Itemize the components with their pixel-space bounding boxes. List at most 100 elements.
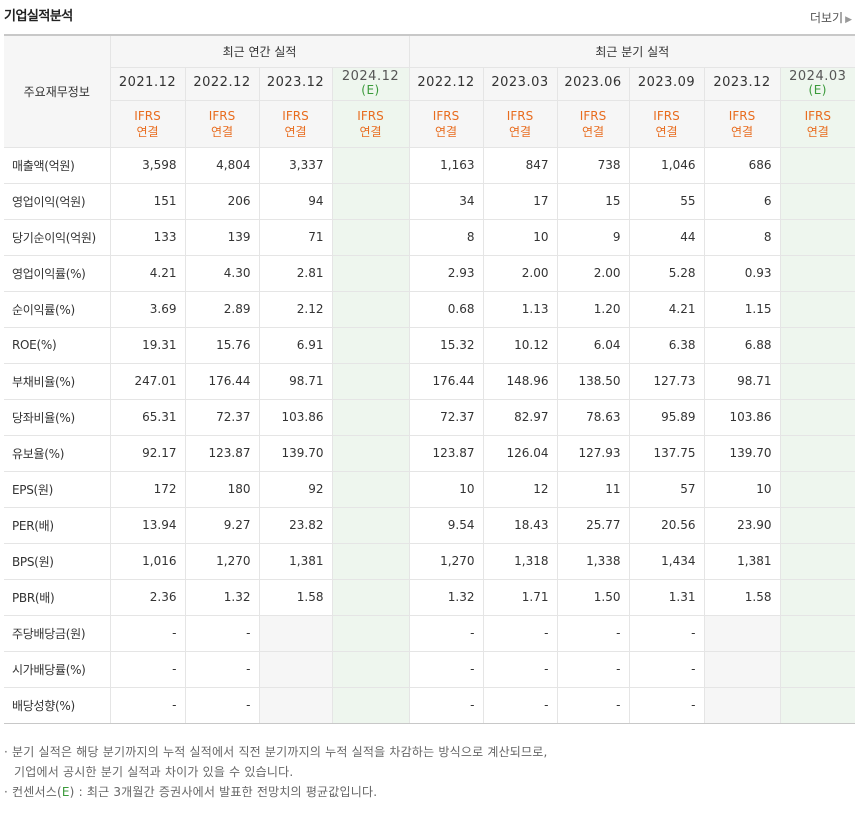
table-cell: 1,381 xyxy=(703,542,781,580)
period-header-row: 2021.12 2022.12 2023.12 2024.12 (E) 2022.12 20… xyxy=(4,66,856,101)
row-label: 영업이익률(%) xyxy=(4,254,111,292)
table-row: BPS(원) 1,016 1,270 1,381 1,270 1,318 1,338 1,43… xyxy=(4,542,856,580)
table-cell: 133 xyxy=(109,218,186,256)
table-cell: 1,318 xyxy=(482,542,558,580)
table-cell: 92.17 xyxy=(109,434,186,472)
ifrs-label: IFRS 연결 xyxy=(331,99,410,148)
table-cell xyxy=(331,578,410,616)
more-link[interactable]: 더보기 ▶ xyxy=(810,9,852,26)
table-cell: 126.04 xyxy=(482,434,558,472)
table-cell: 44 xyxy=(628,218,705,256)
table-row: 매출액(억원) 3,598 4,804 3,337 1,163 847 738 1,046 68… xyxy=(4,146,856,184)
table-cell xyxy=(331,506,410,544)
table-cell: 137.75 xyxy=(628,434,705,472)
table-cell: 5.28 xyxy=(628,254,705,292)
ifrs-label: IFRS 연결 xyxy=(556,99,630,148)
table-cell: - xyxy=(482,650,558,688)
table-cell xyxy=(779,218,856,256)
table-cell: 10 xyxy=(703,470,781,508)
table-cell: 3,337 xyxy=(258,146,333,184)
table-cell: 139.70 xyxy=(703,434,781,472)
table-cell: 3,598 xyxy=(109,146,186,184)
table-cell: 72.37 xyxy=(184,398,260,436)
table-cell xyxy=(331,470,410,508)
table-cell: 1,016 xyxy=(109,542,186,580)
table-cell: - xyxy=(556,614,630,652)
table-cell xyxy=(331,182,410,220)
row-label: ROE(%) xyxy=(4,326,111,364)
row-label: 당기순이익(억원) xyxy=(4,218,111,256)
table-cell: - xyxy=(109,686,186,724)
table-cell: 1.20 xyxy=(556,290,630,328)
table-row: 시가배당률(%) - - - - - - xyxy=(4,650,856,688)
row-label: EPS(원) xyxy=(4,470,111,508)
table-cell: 15.32 xyxy=(408,326,484,364)
table-cell: 138.50 xyxy=(556,362,630,400)
section-header: 기업실적분석 더보기 ▶ xyxy=(0,0,856,34)
table-cell: 1,270 xyxy=(184,542,260,580)
table-cell: 1.15 xyxy=(703,290,781,328)
period-header: 2023.12 xyxy=(703,66,781,101)
table-cell: 8 xyxy=(408,218,484,256)
table-cell: 1.31 xyxy=(628,578,705,616)
table-cell: 2.00 xyxy=(482,254,558,292)
table-cell: 2.36 xyxy=(109,578,186,616)
table-cell: 2.81 xyxy=(258,254,333,292)
table-cell: 123.87 xyxy=(408,434,484,472)
table-cell xyxy=(779,182,856,220)
table-cell: 6.91 xyxy=(258,326,333,364)
table-cell: 1,270 xyxy=(408,542,484,580)
table-cell: 738 xyxy=(556,146,630,184)
ifrs-label: IFRS 연결 xyxy=(258,99,333,148)
group-header-annual: 최근 연간 실적 xyxy=(109,34,410,68)
table-cell: 1.50 xyxy=(556,578,630,616)
table-cell: 123.87 xyxy=(184,434,260,472)
table-row: 영업이익(억원) 151 206 94 34 17 15 55 6 xyxy=(4,182,856,220)
table-cell xyxy=(258,614,333,652)
row-label: PER(배) xyxy=(4,506,111,544)
table-cell: - xyxy=(556,686,630,724)
table-cell xyxy=(331,218,410,256)
table-cell xyxy=(779,362,856,400)
more-label[interactable]: 더보기 xyxy=(809,11,844,25)
table-cell: 151 xyxy=(109,182,186,220)
ifrs-label: IFRS 연결 xyxy=(628,99,705,148)
table-cell xyxy=(258,686,333,724)
table-cell: 98.71 xyxy=(258,362,333,400)
table-cell: 72.37 xyxy=(408,398,484,436)
row-label: 매출액(억원) xyxy=(4,146,111,184)
table-cell: - xyxy=(184,614,260,652)
table-row: 영업이익률(%) 4.21 4.30 2.81 2.93 2.00 2.00 5.28 0.93 xyxy=(4,254,856,292)
table-row: ROE(%) 19.31 15.76 6.91 15.32 10.12 6.04 6.38 6.… xyxy=(4,326,856,364)
row-label: 유보율(%) xyxy=(4,434,111,472)
ifrs-label: IFRS 연결 xyxy=(703,99,781,148)
table-cell: 34 xyxy=(408,182,484,220)
table-cell: 57 xyxy=(628,470,705,508)
table-cell xyxy=(331,434,410,472)
table-cell: 4.21 xyxy=(109,254,186,292)
estimate-mark: E xyxy=(61,785,70,799)
ifrs-label: IFRS 연결 xyxy=(779,99,856,148)
table-cell: 9.54 xyxy=(408,506,484,544)
table-cell: 206 xyxy=(184,182,260,220)
table-cell: 23.90 xyxy=(703,506,781,544)
table-cell: - xyxy=(628,686,705,724)
table-cell: 19.31 xyxy=(109,326,186,364)
table-cell: 6.88 xyxy=(703,326,781,364)
table-row: 유보율(%) 92.17 123.87 139.70 123.87 126.04 127.9… xyxy=(4,434,856,472)
period-header: 2023.09 xyxy=(628,66,705,101)
table-cell: 20.56 xyxy=(628,506,705,544)
table-cell xyxy=(779,650,856,688)
table-cell: 1,163 xyxy=(408,146,484,184)
ifrs-label: IFRS 연결 xyxy=(184,99,260,148)
table-cell: 6 xyxy=(703,182,781,220)
row-label: 시가배당률(%) xyxy=(4,650,111,688)
table-cell: 1,381 xyxy=(258,542,333,580)
table-cell xyxy=(331,362,410,400)
table-cell: 103.86 xyxy=(258,398,333,436)
table-cell xyxy=(331,542,410,580)
period-header: 2024.03 (E) xyxy=(779,66,856,101)
table-cell: 12 xyxy=(482,470,558,508)
group-header-quarterly: 최근 분기 실적 xyxy=(408,34,856,68)
table-cell: 11 xyxy=(556,470,630,508)
